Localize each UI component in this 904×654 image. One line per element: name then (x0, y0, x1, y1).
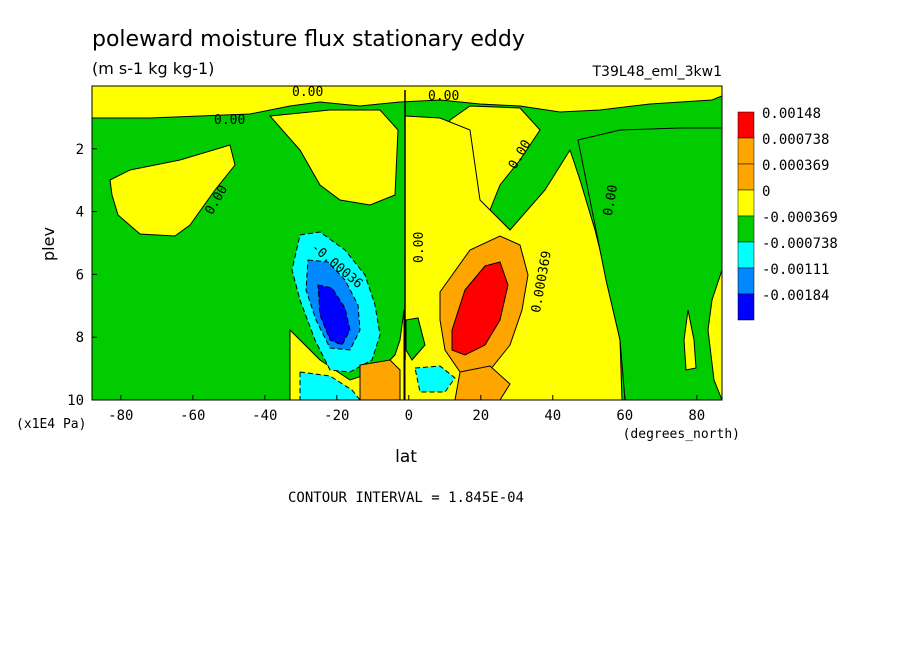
contour-label: 0.00 (292, 85, 323, 100)
y-tick-label: 2 (76, 142, 84, 158)
legend-swatch (737, 189, 755, 217)
field-pos-surface (359, 359, 401, 400)
x-tick-label: 40 (544, 408, 561, 424)
legend-label: -0.000738 (762, 236, 838, 252)
y-axis-title: plev (39, 227, 58, 261)
x-tick-label: 0 (405, 408, 413, 424)
legend-swatch (737, 293, 755, 321)
contour-label: 0.00 (428, 89, 459, 104)
x-tick-label: -80 (108, 408, 133, 424)
legend-swatch (737, 215, 755, 243)
legend-swatch (737, 241, 755, 269)
contour-interval: CONTOUR INTERVAL = 1.845E-04 (288, 490, 524, 506)
field-yellow-tongue-west (268, 109, 399, 206)
field-pos-red (451, 261, 509, 356)
field-pos-surface-east (454, 365, 511, 400)
x-tick-label: -40 (252, 408, 277, 424)
field-yellow-80n (683, 309, 697, 371)
colorbar-legend: 0.00148 0.000738 0.000369 0 -0.000369 -0.0007… (737, 106, 838, 321)
legend-label: 0.00148 (762, 106, 821, 122)
y-axis-units: (x1E4 Pa) (16, 417, 86, 432)
field-neg-core (317, 284, 351, 346)
field-green-equator (405, 317, 426, 361)
legend-swatch (737, 267, 755, 295)
plot-frame (91, 85, 723, 401)
plot-area: 0.00 0.00 0.00 0.00 0.00 0.00 0.00 -0.00… (67, 85, 723, 424)
legend-label: 0.000738 (762, 132, 829, 148)
legend-label: -0.00184 (762, 288, 829, 304)
x-axis-units: (degrees_north) (623, 427, 740, 442)
legend-label: -0.000369 (762, 210, 838, 226)
x-axis-title: lat (395, 447, 417, 467)
field-yellow-top (92, 86, 722, 119)
legend-label: 0.000369 (762, 158, 829, 174)
contour-label: 0.00 (214, 113, 245, 128)
field-yellow-nw (109, 144, 236, 237)
x-tick-label: 80 (688, 408, 705, 424)
field-neg-lower (299, 371, 361, 400)
legend-swatch (737, 163, 755, 191)
y-tick-label: 10 (67, 393, 84, 409)
legend-label: -0.00111 (762, 262, 829, 278)
field-neg-surface (414, 365, 456, 393)
legend-swatch (737, 111, 755, 139)
field-yellow-edge (707, 269, 722, 400)
contour-label: 0.00 (412, 232, 427, 263)
x-tick-label: -60 (180, 408, 205, 424)
contour-label: 0.00 (601, 184, 621, 217)
y-tick-label: 6 (76, 267, 84, 283)
y-tick-label: 4 (76, 205, 84, 221)
y-axis: 2 4 6 8 10 (67, 142, 97, 409)
legend-swatch (737, 137, 755, 165)
chart-title: poleward moisture flux stationary eddy (92, 27, 525, 52)
x-axis: -80 -60 -40 -20 0 20 40 60 80 (108, 395, 705, 424)
run-label: T39L48_eml_3kw1 (592, 64, 723, 80)
x-tick-label: -20 (324, 408, 349, 424)
x-tick-label: 60 (616, 408, 633, 424)
x-tick-label: 20 (472, 408, 489, 424)
y-tick-label: 8 (76, 330, 84, 346)
chart-units: (m s-1 kg kg-1) (92, 59, 214, 78)
legend-label: 0 (762, 184, 770, 200)
